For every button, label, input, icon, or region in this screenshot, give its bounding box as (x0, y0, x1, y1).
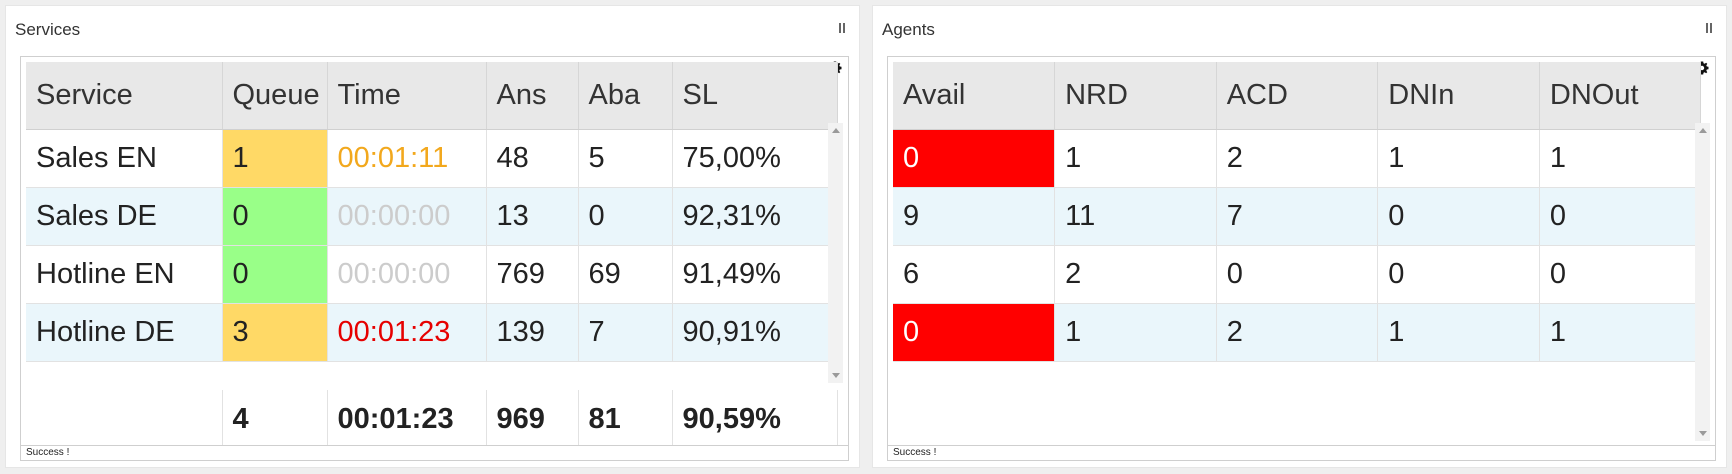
total-time-cell: 00:01:23 (327, 390, 487, 448)
acd-cell: 2 (1216, 303, 1379, 362)
time-cell: 00:01:11 (327, 129, 487, 188)
dnin-cell: 0 (1377, 245, 1540, 304)
column-header-sl[interactable]: SL (672, 62, 838, 130)
aba-cell: 5 (578, 129, 673, 188)
column-header-dnout[interactable]: DNOut (1539, 62, 1702, 130)
service-name-cell: Hotline EN (26, 245, 223, 304)
table-header-row: Service Queue Time Ans Aba SL (26, 62, 838, 130)
column-header-dnin[interactable]: DNIn (1377, 62, 1540, 130)
vertical-scrollbar[interactable] (828, 123, 843, 383)
services-widget: Service Queue Time Ans Aba SL Sales EN 1… (20, 56, 849, 461)
time-cell: 00:00:00 (327, 187, 487, 246)
dnin-cell: 1 (1377, 129, 1540, 188)
ans-cell: 48 (486, 129, 579, 188)
table-row[interactable]: Hotline DE 3 00:01:23 139 7 90,91% (26, 303, 838, 362)
aba-cell: 69 (578, 245, 673, 304)
queue-cell: 0 (222, 245, 328, 304)
agents-widget: Avail NRD ACD DNIn DNOut 0 1 2 1 1 9 11 (887, 56, 1716, 461)
table-row[interactable]: 9 11 7 0 0 (893, 187, 1702, 246)
queue-cell: 0 (222, 187, 328, 246)
scroll-up-arrow-icon[interactable] (1699, 128, 1707, 133)
nrd-cell: 2 (1054, 245, 1217, 304)
time-cell: 00:00:00 (327, 245, 487, 304)
agents-panel: Agents Avail NRD ACD DNIn DNOut (872, 5, 1727, 468)
table-row[interactable]: Sales EN 1 00:01:11 48 5 75,00% (26, 129, 838, 188)
table-header-row: Avail NRD ACD DNIn DNOut (893, 62, 1702, 130)
total-aba-cell: 81 (578, 390, 673, 448)
dnout-cell: 1 (1539, 303, 1702, 362)
acd-cell: 2 (1216, 129, 1379, 188)
avail-cell: 0 (893, 303, 1056, 362)
column-header-time[interactable]: Time (327, 62, 487, 130)
dnout-cell: 0 (1539, 245, 1702, 304)
dnout-cell: 1 (1539, 129, 1702, 188)
total-sl-cell: 90,59% (672, 390, 838, 448)
scroll-down-arrow-icon[interactable] (1699, 431, 1707, 436)
status-bar: Success ! (888, 445, 1715, 460)
acd-cell: 7 (1216, 187, 1379, 246)
nrd-cell: 11 (1054, 187, 1217, 246)
column-header-queue[interactable]: Queue (222, 62, 328, 130)
totals-row: 4 00:01:23 969 81 90,59% (26, 390, 838, 448)
time-cell: 00:01:23 (327, 303, 487, 362)
table-row[interactable]: 0 1 2 1 1 (893, 129, 1702, 188)
service-name-cell: Sales DE (26, 187, 223, 246)
column-header-nrd[interactable]: NRD (1054, 62, 1217, 130)
pause-icon[interactable] (837, 22, 847, 34)
column-header-aba[interactable]: Aba (578, 62, 673, 130)
scroll-up-arrow-icon[interactable] (832, 128, 840, 133)
scroll-down-arrow-icon[interactable] (832, 373, 840, 378)
aba-cell: 7 (578, 303, 673, 362)
queue-cell: 3 (222, 303, 328, 362)
ans-cell: 769 (486, 245, 579, 304)
sl-cell: 91,49% (672, 245, 838, 304)
queue-cell: 1 (222, 129, 328, 188)
avail-cell: 9 (893, 187, 1056, 246)
services-table: Service Queue Time Ans Aba SL Sales EN 1… (26, 62, 838, 362)
pause-icon[interactable] (1704, 22, 1714, 34)
avail-cell: 6 (893, 245, 1056, 304)
services-panel: Services Service Queue Time Ans Aba SL (5, 5, 860, 468)
panel-title: Agents (882, 20, 935, 39)
vertical-scrollbar[interactable] (1695, 123, 1710, 441)
sl-cell: 92,31% (672, 187, 838, 246)
total-service-cell (26, 390, 223, 448)
avail-cell: 0 (893, 129, 1056, 188)
column-header-service[interactable]: Service (26, 62, 223, 130)
panel-title: Services (15, 20, 81, 39)
status-bar: Success ! (21, 445, 848, 460)
dnout-cell: 0 (1539, 187, 1702, 246)
total-ans-cell: 969 (486, 390, 579, 448)
total-queue-cell: 4 (222, 390, 328, 448)
nrd-cell: 1 (1054, 129, 1217, 188)
dnin-cell: 1 (1377, 303, 1540, 362)
service-name-cell: Hotline DE (26, 303, 223, 362)
service-name-cell: Sales EN (26, 129, 223, 188)
table-row[interactable]: 0 1 2 1 1 (893, 303, 1702, 362)
sl-cell: 75,00% (672, 129, 838, 188)
column-header-acd[interactable]: ACD (1216, 62, 1379, 130)
table-row[interactable]: Sales DE 0 00:00:00 13 0 92,31% (26, 187, 838, 246)
agents-table: Avail NRD ACD DNIn DNOut 0 1 2 1 1 9 11 (893, 62, 1702, 362)
ans-cell: 139 (486, 303, 579, 362)
table-row[interactable]: 6 2 0 0 0 (893, 245, 1702, 304)
acd-cell: 0 (1216, 245, 1379, 304)
column-header-ans[interactable]: Ans (486, 62, 579, 130)
dnin-cell: 0 (1377, 187, 1540, 246)
nrd-cell: 1 (1054, 303, 1217, 362)
ans-cell: 13 (486, 187, 579, 246)
table-row[interactable]: Hotline EN 0 00:00:00 769 69 91,49% (26, 245, 838, 304)
column-header-avail[interactable]: Avail (893, 62, 1056, 130)
aba-cell: 0 (578, 187, 673, 246)
sl-cell: 90,91% (672, 303, 838, 362)
